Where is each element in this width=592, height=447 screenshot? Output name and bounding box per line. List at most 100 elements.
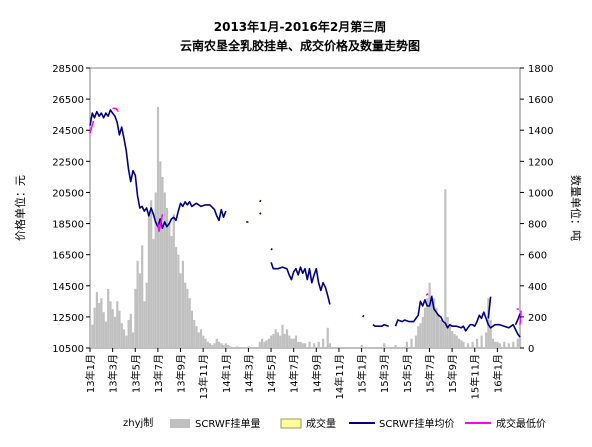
- volume-bar: [113, 316, 117, 348]
- volume-bar: [448, 326, 451, 348]
- volume-bar: [274, 329, 277, 348]
- volume-bar: [466, 343, 470, 348]
- avg-price-line: [487, 296, 492, 319]
- volume-bar: [360, 344, 363, 348]
- volume-bar: [138, 273, 141, 348]
- volume-bar: [313, 343, 316, 348]
- y-tick-label: 14500: [52, 282, 84, 293]
- y-tick-label: 18500: [52, 220, 84, 231]
- volume-bar: [177, 254, 180, 348]
- volume-bar: [419, 323, 422, 348]
- y2-tick-label: 800: [528, 220, 547, 231]
- volume-bar: [165, 208, 169, 348]
- avg-price-line: [270, 247, 273, 251]
- volume-bar: [104, 321, 107, 348]
- volume-bar: [283, 334, 286, 348]
- volume-bar: [439, 320, 442, 348]
- volume-bar: [193, 320, 196, 348]
- volume-bar: [516, 338, 519, 348]
- y2-tick-label: 1000: [528, 188, 553, 199]
- volume-bar: [116, 301, 119, 348]
- volume-bar: [294, 335, 298, 348]
- x-tick-label: 15年7月: [424, 354, 437, 393]
- y-tick-label: 10500: [52, 344, 84, 355]
- volume-bar: [405, 341, 408, 348]
- chart-title: 2013年1月-2016年2月第三周: [214, 19, 386, 34]
- x-tick-label: 13年3月: [107, 354, 120, 393]
- volume-bar: [428, 282, 431, 348]
- volume-bar: [276, 332, 279, 348]
- volume-bar: [489, 320, 492, 348]
- volume-bar: [498, 343, 501, 348]
- y-tick-label: 28500: [52, 64, 84, 75]
- volume-bar: [322, 338, 325, 348]
- volume-bar: [120, 323, 123, 348]
- volume-bar: [107, 288, 110, 348]
- volume-bar: [222, 344, 225, 348]
- x-tick-label: 15年9月: [446, 354, 459, 393]
- y2-tick-label: 1600: [528, 95, 553, 106]
- volume-bar: [507, 343, 510, 348]
- volume-bar: [267, 338, 270, 348]
- volume-bar: [288, 335, 291, 348]
- volume-bar: [134, 288, 137, 348]
- x-tick-label: 13年1月: [84, 354, 97, 393]
- volume-bar: [141, 245, 144, 348]
- volume-bar: [163, 192, 166, 348]
- volume-bar: [152, 239, 155, 348]
- x-tick-label: 14年11月: [333, 354, 346, 399]
- volume-bar: [172, 214, 175, 348]
- x-tick-label: 14年5月: [265, 354, 278, 393]
- volume-bar: [442, 323, 445, 348]
- avg-price-line: [514, 313, 521, 326]
- y-tick-label: 24500: [52, 126, 84, 137]
- x-tick-label: 14年9月: [310, 354, 323, 393]
- x-axis-ticks: 13年1月 13年3月 13年5月 13年7月 13年9月 13年11月 14年1月 14年3…: [84, 348, 504, 399]
- x-tick-label: 14年7月: [288, 354, 301, 393]
- volume-bar: [512, 341, 515, 348]
- avg-price-line: [372, 323, 389, 328]
- volume-bar: [179, 273, 182, 348]
- volume-bar: [145, 282, 148, 348]
- volume-bar: [317, 341, 320, 348]
- volume-bar: [326, 327, 329, 348]
- volume-bar: [129, 313, 132, 348]
- low-price-line: [519, 310, 522, 325]
- y2-tick-label: 400: [528, 282, 547, 293]
- volume-bar: [215, 338, 218, 348]
- volume-bar: [263, 341, 266, 348]
- avg-price-line: [259, 212, 262, 215]
- x-tick-label: 14年3月: [242, 354, 255, 393]
- legend-item-deal-volume-label: 成交量: [306, 417, 336, 430]
- volume-bar: [100, 298, 103, 348]
- volume-bar: [93, 307, 96, 348]
- y-tick-label: 12500: [52, 313, 84, 324]
- volume-bar: [224, 343, 227, 348]
- legend-item-low-price-label: 成交最低价: [496, 417, 546, 430]
- low-price-line: [425, 292, 429, 296]
- volume-bar: [292, 338, 295, 348]
- volume-bar: [437, 313, 440, 348]
- volume-bar: [519, 335, 522, 348]
- right-axis-ticks: 1800 1600 1400 1200 1000 800 600 400 200 0: [520, 64, 553, 355]
- x-tick-label: 16年1月: [491, 354, 504, 393]
- volume-bar: [304, 343, 307, 348]
- volume-bar: [301, 343, 304, 348]
- volume-bar: [435, 307, 438, 348]
- price-lines: [89, 107, 522, 338]
- volume-bar: [175, 246, 178, 348]
- volume-bar: [503, 341, 506, 348]
- x-tick-label: 13年11月: [197, 354, 210, 399]
- volume-bar: [299, 341, 302, 348]
- volume-bar: [451, 330, 454, 348]
- volume-bar: [258, 341, 261, 348]
- x-tick-label: 15年3月: [378, 354, 391, 393]
- x-tick-label: 14年1月: [220, 354, 233, 393]
- volume-bar: [218, 341, 221, 348]
- volume-bar: [430, 295, 433, 348]
- avg-price-line: [270, 262, 331, 305]
- volume-bar: [143, 301, 146, 348]
- volume-bar: [279, 335, 282, 348]
- volume-bar: [453, 334, 456, 348]
